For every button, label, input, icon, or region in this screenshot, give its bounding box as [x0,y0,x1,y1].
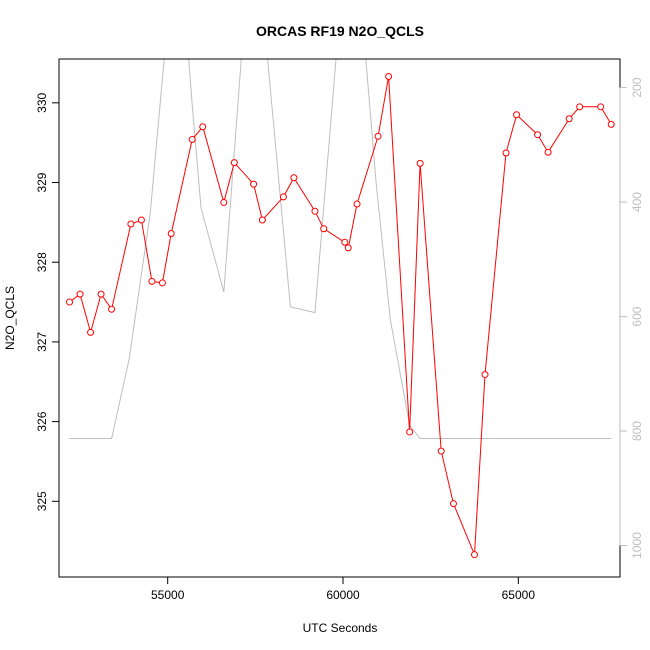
x-tick-label: 65000 [502,588,536,602]
n2o-data-point [108,305,116,313]
n2o-data-point [513,111,521,119]
n2o-data-point [607,120,615,128]
n2o-data-point [565,115,573,123]
n2o-data-point [76,290,84,298]
n2o-data-point [320,225,328,233]
n2o-data-point [220,198,228,206]
y-tick-label: 325 [35,491,49,511]
n2o-data-point [502,149,510,157]
n2o-data-point [66,298,74,306]
secondary-series-line [69,59,612,439]
y-tick-label: 330 [35,92,49,112]
x-tick-label: 60000 [326,588,360,602]
n2o-data-point [374,132,382,140]
n2o-data-point [353,200,361,208]
n2o-data-point [311,207,319,215]
plot-area [58,58,621,578]
n2o-data-point [137,216,145,224]
y-axis-right: 200 400 600 800 1000 [619,77,644,559]
n2o-data-point [250,180,258,188]
y-right-tick-label: 800 [630,421,644,441]
y-tick-label: 329 [35,172,49,192]
n2o-data-point [127,220,135,228]
n2o-data-point [576,103,584,111]
n2o-data-point [534,131,542,139]
y-axis: 325 326 327 328 329 330 [35,92,60,511]
n2o-data-point [230,159,238,167]
n2o-data-point [199,123,207,131]
n2o-data-point [544,148,552,156]
n2o-data-point [344,244,352,252]
x-axis: 55000 60000 65000 [151,576,536,602]
n2o-data-point [87,328,95,336]
n2o-data-point [188,135,196,143]
n2o-data-point [597,103,605,111]
n2o-data-point [167,230,175,238]
y-tick-label: 328 [35,252,49,272]
x-axis-label: UTC Seconds [303,621,378,635]
n2o-data-point [258,216,266,224]
n2o-series-line [69,76,612,555]
y-tick-label: 327 [35,332,49,352]
n2o-data-point [416,159,424,167]
y-right-tick-label: 400 [630,192,644,212]
series-layer [66,59,615,559]
n2o-data-point [148,277,156,285]
n2o-data-point [385,73,393,81]
n2o-data-point [97,290,105,298]
y-right-tick-label: 200 [630,77,644,97]
x-tick-label: 55000 [151,588,185,602]
y-axis-label: N2O_QCLS [3,286,17,350]
n2o-data-point [470,551,478,559]
n2o-data-point [158,279,166,287]
n2o-data-point [406,428,414,436]
y-tick-label: 326 [35,411,49,431]
n2o-data-point [449,500,457,508]
n2o-data-point [481,371,489,379]
y-right-tick-label: 600 [630,306,644,326]
n2o-data-point [437,447,445,455]
chart-title: ORCAS RF19 N2O_QCLS [256,23,424,39]
n2o-data-point [290,174,298,182]
n2o-data-point [341,238,349,246]
n2o-data-point [279,193,287,201]
y-right-tick-label: 1000 [630,532,644,559]
